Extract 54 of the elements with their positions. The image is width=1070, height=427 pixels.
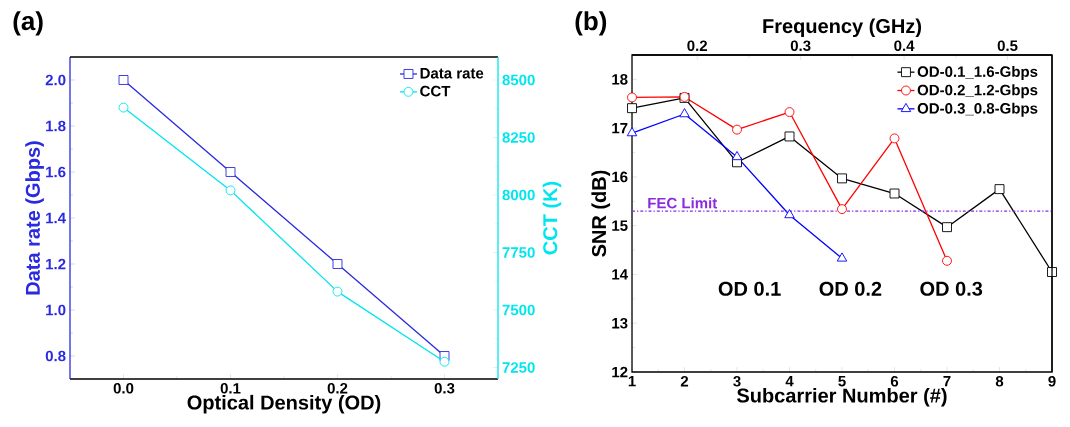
y-tick-label: 0.8 [45,350,66,362]
legend-label: OD-0.1_1.6-Gbps [917,65,1038,80]
text: (b) [575,11,607,36]
legend-label: CCT [420,85,451,97]
y-tick-label: 1.2 [46,258,66,270]
x2-tick-label: 0.5 [997,40,1018,52]
x-tick-label: 5 [838,375,846,387]
x-tick-label: 9 [1048,375,1056,387]
x-axis-title: Subcarrier Number (#) [737,387,947,407]
x-axis-title: Optical Density (OD) [187,394,381,414]
x-tick-label: 8 [995,375,1004,387]
legend-label: OD-0.3_0.8-Gbps [917,102,1038,117]
y2-axis-title: CCT (K) [542,181,562,255]
y-tick-label: 1.6 [46,166,66,178]
y-axis-title: Data rate (Gbps) [25,141,44,295]
y2-tick-label: 7250 [502,362,535,373]
y2-tick-label: 7500 [502,304,535,316]
x2-tick-label: 0.3 [790,40,811,52]
y-tick-label: 13 [612,317,628,329]
y2-tick-label: 8250 [502,132,535,143]
y-tick-label: 18 [612,74,628,85]
annotation: OD 0.1 [718,281,781,296]
x-tick-label: 0.2 [327,382,348,394]
ref-line-label: FEC Limit [648,197,718,209]
y-tick-label: 17 [612,123,628,134]
x-tick-label: 4 [785,375,794,387]
x-tick-label: 0.0 [113,382,134,394]
x2-tick-label: 0.2 [687,40,707,52]
x-tick-label: 0.1 [220,382,241,394]
x2-tick-label: 0.4 [894,40,915,52]
y-tick-label: 12 [612,366,628,378]
y-tick-label: 1.0 [46,304,66,316]
x2-axis-title: Frequency (GHz) [763,18,922,38]
y-tick-label: 15 [612,220,628,231]
y-tick-label: 16 [612,171,628,183]
y-tick-label: 2.0 [45,74,66,86]
x-tick-label: 6 [890,375,899,387]
x-tick-label: 0.3 [434,382,455,394]
y-tick-label: 1.4 [46,212,66,224]
y2-tick-label: 8500 [502,74,535,86]
y2-tick-label: 7750 [502,247,535,258]
y2-tick-label: 8000 [502,189,535,201]
x-tick-label: 1 [628,375,636,387]
x-tick-label: 2 [680,375,689,387]
annotation: OD 0.2 [819,281,882,296]
y-tick-label: 14 [612,269,628,280]
annotation: OD 0.3 [920,281,983,296]
x-tick-label: 3 [733,375,741,387]
y-tick-label: 1.8 [46,120,66,132]
text: (a) [13,11,43,36]
legend-label: Data rate [420,68,484,79]
x-tick-label: 7 [943,375,951,387]
y-axis-title: SNR (dB) [591,170,611,257]
legend-label: OD-0.2_1.2-Gbps [917,84,1038,99]
